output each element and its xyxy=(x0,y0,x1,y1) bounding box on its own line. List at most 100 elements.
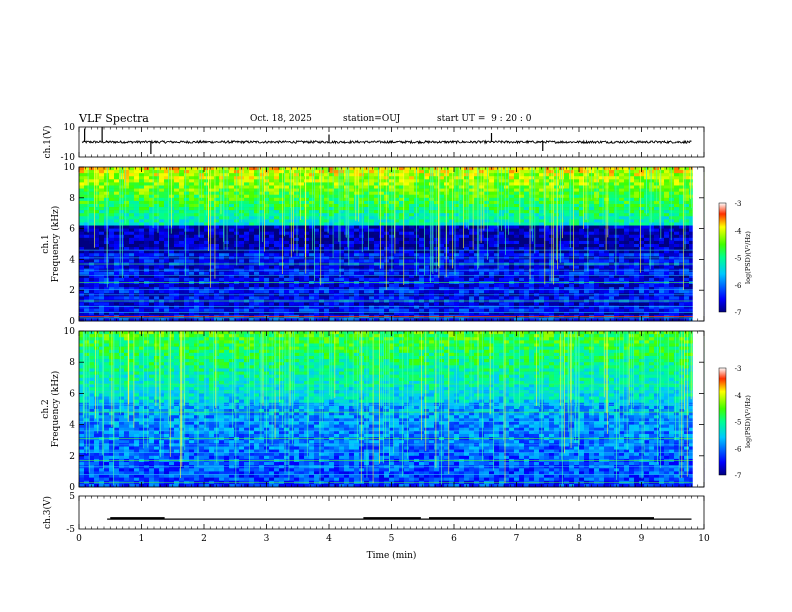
spectrogram-cell xyxy=(569,213,575,217)
spectrogram-cell xyxy=(104,274,110,279)
spectrogram-cell xyxy=(354,216,360,220)
spectrogram-cell xyxy=(479,216,485,220)
spectrogram-cell xyxy=(544,203,550,208)
spectrogram-cell xyxy=(359,250,365,254)
spectrogram-cell xyxy=(679,225,685,229)
spectrogram-cell xyxy=(299,216,305,220)
spectrogram-cell xyxy=(249,250,255,254)
spectrogram-cell xyxy=(614,271,620,276)
spectrogram-cell xyxy=(399,170,405,174)
spectrogram-cell xyxy=(314,170,320,174)
spectrogram-cell xyxy=(439,219,445,223)
spectrogram-cell xyxy=(229,228,235,232)
spectrogram-cell xyxy=(94,271,100,276)
spectrogram-cell xyxy=(439,188,445,192)
spectrogram-cell xyxy=(634,219,640,223)
spectrogram-cell xyxy=(599,222,605,226)
spectrogram-cell xyxy=(244,277,250,282)
spectrogram-cell xyxy=(399,197,405,202)
spectrogram-cell xyxy=(559,173,565,177)
spectrogram-cell xyxy=(634,213,640,217)
spectrogram-cell xyxy=(634,167,640,171)
spectrogram-cell xyxy=(79,200,85,205)
spectrogram-cell xyxy=(359,170,365,174)
spectrogram-cell xyxy=(124,231,130,236)
spectrogram-cell xyxy=(159,167,165,171)
spectrogram-cell xyxy=(164,207,170,211)
spectrogram-cell xyxy=(424,250,430,254)
spectrogram-cell xyxy=(199,277,205,282)
spectrogram-cell xyxy=(584,210,590,214)
spectrogram-cell xyxy=(514,210,520,214)
spectrogram-cell xyxy=(294,225,300,229)
spectrogram-cell xyxy=(164,216,170,220)
spectrogram-cell xyxy=(124,188,130,192)
spectrogram-cell xyxy=(349,231,355,236)
spectrogram-cell xyxy=(384,259,390,263)
spectrogram-cell xyxy=(324,185,330,189)
spectrogram-cell xyxy=(259,203,265,208)
spectrogram-cell xyxy=(279,216,285,220)
spectrogram-cell xyxy=(504,237,510,242)
spectrogram-cell xyxy=(504,265,510,269)
spectrogram-cell xyxy=(224,200,230,205)
spectrogram-cell xyxy=(589,277,595,282)
spectrogram-cell xyxy=(384,185,390,189)
spectrogram-cell xyxy=(79,259,85,263)
spectrogram-cell xyxy=(479,194,485,199)
spectrogram-cell xyxy=(564,213,570,217)
spectrogram-cell xyxy=(109,271,115,276)
spectrogram-cell xyxy=(194,207,200,211)
spectrogram-cell xyxy=(619,200,625,205)
spectrogram-cell xyxy=(399,173,405,177)
spectrogram-cell xyxy=(634,197,640,202)
spectrogram-cell xyxy=(434,213,440,217)
spectrogram-cell xyxy=(449,225,455,229)
spectrogram-cell xyxy=(229,277,235,282)
spectrogram-cell xyxy=(479,240,485,245)
spectrogram-cell xyxy=(249,234,255,239)
spectrogram-cell xyxy=(244,271,250,276)
spectrogram-cell xyxy=(204,277,210,282)
spectrogram-cell xyxy=(474,194,480,199)
spectrogram-cell xyxy=(654,259,660,263)
spectrogram-cell xyxy=(179,274,185,279)
spectrogram-cell xyxy=(364,240,370,245)
spectrogram-cell xyxy=(364,185,370,189)
spectrogram-cell xyxy=(114,225,120,229)
spectrogram-cell xyxy=(394,234,400,239)
spectrogram-cell xyxy=(334,222,340,226)
spectrogram-cell xyxy=(464,271,470,276)
spectrogram-cell xyxy=(654,203,660,208)
spectrogram-cell xyxy=(544,265,550,269)
spectrogram-cell xyxy=(604,247,610,251)
spectrogram-cell xyxy=(599,253,605,257)
spectrogram-cell xyxy=(134,191,140,196)
spectrogram-cell xyxy=(614,182,620,186)
spectrogram-cell xyxy=(99,244,105,248)
spectrogram-cell xyxy=(419,228,425,232)
spectrogram-cell xyxy=(674,240,680,245)
spectrogram-cell xyxy=(369,271,375,276)
spectrogram-cell xyxy=(644,237,650,242)
spectrogram-cell xyxy=(484,231,490,236)
spectrogram-cell xyxy=(669,182,675,186)
spectrogram-cell xyxy=(264,188,270,192)
spectrogram-cell xyxy=(639,173,645,177)
spectrogram-cell xyxy=(149,231,155,236)
spectrogram-cell xyxy=(579,253,585,257)
spectrogram-cell xyxy=(134,247,140,251)
spectrogram-cell xyxy=(299,253,305,257)
spectrogram-cell xyxy=(279,194,285,199)
spectrogram-cell xyxy=(359,271,365,276)
spectrogram-cell xyxy=(249,277,255,282)
spectrogram-cell xyxy=(449,222,455,226)
spectrogram-cell xyxy=(194,250,200,254)
spectrogram-cell xyxy=(509,191,515,196)
spectrogram-cell xyxy=(289,228,295,232)
ch1-waveform-line xyxy=(81,139,692,145)
spectrogram-cell xyxy=(489,210,495,214)
spectrogram-cell xyxy=(639,237,645,242)
spectrogram-cell xyxy=(269,173,275,177)
spectrogram-cell xyxy=(249,244,255,248)
